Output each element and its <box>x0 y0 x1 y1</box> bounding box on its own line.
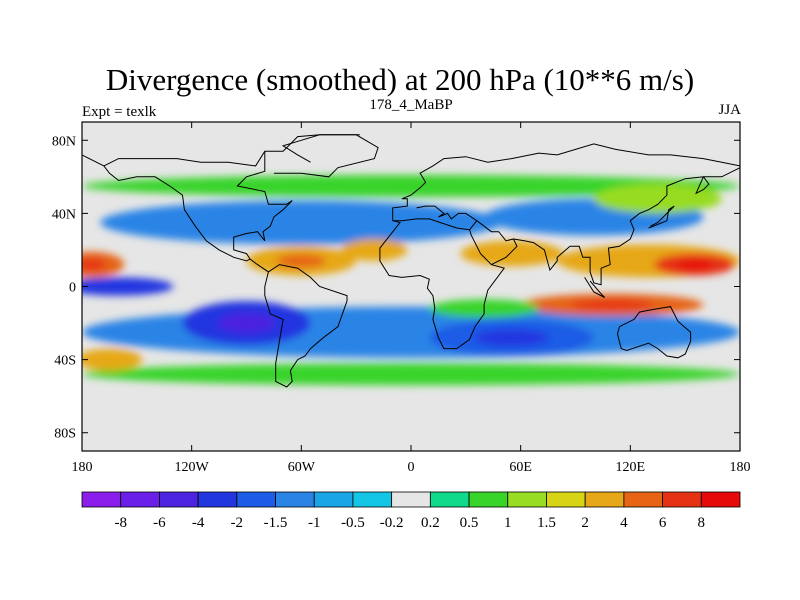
coastline-0 <box>82 134 360 167</box>
colorbar-label: 0.5 <box>460 515 479 531</box>
colorbar-swatch <box>197 491 238 508</box>
y-tick-label: 40N <box>52 207 76 222</box>
coastline-10 <box>273 134 379 178</box>
contour-core-tropical-divergence-africa <box>359 245 390 255</box>
colorbar-swatch <box>623 491 663 508</box>
x-tick-label: 120W <box>175 460 210 475</box>
colorbar-label: -8 <box>114 515 127 531</box>
x-tick-label: 180 <box>730 460 751 475</box>
colorbar-label: 2 <box>581 515 589 531</box>
colorbar-label: 4 <box>620 515 628 531</box>
colorbar-label: 1.5 <box>537 515 556 531</box>
colorbar-swatch <box>236 491 276 508</box>
colorbar: -8 -6 -4 -2 -1.5 -1 -0.5 -0.2 0.2 0.5 1 1.5 2 4 6 8 <box>81 491 741 531</box>
colorbar-swatch <box>468 491 509 508</box>
contour-core-southern-convergence-west <box>217 313 276 333</box>
chart-title: Divergence (smoothed) at 200 hPa (10**6 … <box>105 62 695 97</box>
contour-core-southern-convergence-indian <box>474 329 549 346</box>
contour-core-equatorial-convergence <box>93 282 144 291</box>
contour-core-southern-divergence-west <box>94 354 125 365</box>
coastlines <box>82 134 740 388</box>
colorbar-label: -0.5 <box>341 515 365 531</box>
coastline-6 <box>416 205 478 231</box>
contour-core-tropical-divergence-asia <box>676 259 713 270</box>
map-background <box>82 122 740 451</box>
colorbar-label: -1 <box>308 515 321 531</box>
coastline-7 <box>476 220 518 266</box>
colorbar-label: -6 <box>153 515 166 531</box>
contour-midlat-north-convergence <box>100 200 503 245</box>
colorbar-swatch <box>584 491 625 508</box>
contour-core-tropical-divergence-americas <box>276 254 327 268</box>
colorbar-swatch <box>120 491 160 508</box>
y-tick-label: 40S <box>54 354 76 369</box>
colorbar-label: -1.5 <box>264 515 288 531</box>
coastline-8 <box>513 167 740 286</box>
map-axes: 180 120W 60W 0 60E 120E 180 80N 40N 0 40S 80S <box>52 122 751 475</box>
contour-core-tropical-divergence-arabia <box>488 247 535 260</box>
coastline-4 <box>379 220 506 350</box>
colorbar-swatch <box>700 491 741 508</box>
y-tick-label: 80S <box>54 427 76 442</box>
map-panel <box>81 121 741 452</box>
colorbar-swatch <box>313 491 354 508</box>
experiment-label: Expt = texlk <box>82 104 157 120</box>
colorbar-swatch <box>391 491 431 508</box>
coastline-3 <box>392 143 740 221</box>
colorbar-swatch <box>275 491 315 508</box>
season-label: JJA <box>718 102 741 118</box>
coastline-9 <box>616 306 692 359</box>
colorbar-swatch <box>546 491 586 508</box>
coastline-1 <box>233 151 348 388</box>
y-tick-label: 80N <box>52 134 76 149</box>
x-tick-label: 0 <box>408 460 415 475</box>
x-tick-label: 120E <box>616 460 646 475</box>
colorbar-swatch <box>352 491 393 508</box>
colorbar-label: -0.2 <box>380 515 404 531</box>
colorbar-label: 0.2 <box>421 515 440 531</box>
colorbar-swatch <box>429 491 470 508</box>
colorbar-label: -2 <box>231 515 244 531</box>
colorbar-label: 8 <box>698 515 706 531</box>
contour-southern-divergence-band <box>82 363 740 386</box>
contour-north-divergence-east <box>593 184 722 214</box>
contour-core-equatorial-divergence-south <box>570 299 654 310</box>
divergence-field <box>82 175 740 386</box>
colorbar-label: 6 <box>659 515 667 531</box>
contour-core-tropical-divergence-west <box>82 258 106 271</box>
coastline-5 <box>392 218 470 231</box>
coastline-11 <box>584 277 606 298</box>
colorbar-label: 1 <box>504 515 512 531</box>
contour-north-divergence-band <box>82 175 740 197</box>
colorbar-swatch <box>159 491 199 508</box>
x-tick-label: 180 <box>72 460 93 475</box>
x-tick-label: 60E <box>509 460 532 475</box>
colorbar-swatch <box>662 491 702 508</box>
x-tick-label: 60W <box>288 460 316 475</box>
coastline-2 <box>103 165 251 262</box>
y-tick-label: 0 <box>69 281 76 296</box>
coastline-12 <box>648 205 675 229</box>
colorbar-label: -4 <box>192 515 205 531</box>
colorbar-swatch <box>81 491 122 508</box>
case-label: 178_4_MaBP <box>369 97 453 113</box>
colorbar-swatch <box>507 491 547 508</box>
